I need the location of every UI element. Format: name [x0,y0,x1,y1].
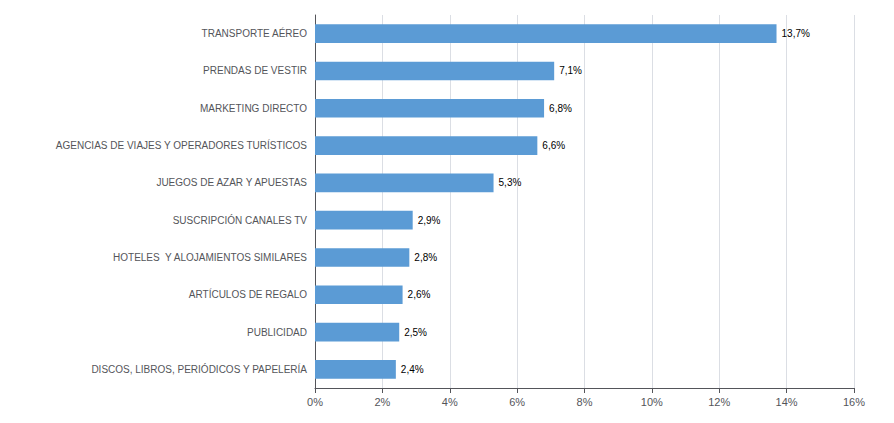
svg-text:JUEGOS DE AZAR Y APUESTAS: JUEGOS DE AZAR Y APUESTAS [156,177,307,188]
svg-text:ARTÍCULOS DE REGALO: ARTÍCULOS DE REGALO [189,288,307,300]
svg-text:6,8%: 6,8% [549,103,572,114]
svg-text:2,4%: 2,4% [401,364,424,375]
svg-text:10%: 10% [641,396,663,408]
svg-text:2%: 2% [374,396,390,408]
svg-text:2,5%: 2,5% [404,327,427,338]
svg-text:2,9%: 2,9% [418,215,441,226]
svg-text:13,7%: 13,7% [782,28,810,39]
svg-text:TRANSPORTE AÉREO: TRANSPORTE AÉREO [202,27,308,39]
svg-text:16%: 16% [843,396,865,408]
svg-text:8%: 8% [577,396,593,408]
svg-text:14%: 14% [776,396,798,408]
svg-text:2,8%: 2,8% [414,252,437,263]
svg-text:MARKETING DIRECTO: MARKETING DIRECTO [200,103,307,114]
svg-text:DISCOS, LIBROS, PERIÓDICOS Y P: DISCOS, LIBROS, PERIÓDICOS Y PAPELERÍA [91,363,307,375]
svg-text:SUSCRIPCIÓN CANALES TV: SUSCRIPCIÓN CANALES TV [173,214,308,226]
svg-text:12%: 12% [708,396,730,408]
svg-text:0%: 0% [307,396,323,408]
svg-text:6,6%: 6,6% [542,140,565,151]
svg-text:2,6%: 2,6% [408,289,431,300]
svg-text:PRENDAS DE VESTIR: PRENDAS DE VESTIR [203,65,307,76]
svg-text:4%: 4% [442,396,458,408]
svg-text:AGENCIAS DE VIAJES Y OPERADORE: AGENCIAS DE VIAJES Y OPERADORES TURÍSTIC… [56,139,308,151]
svg-text:7,1%: 7,1% [559,65,582,76]
svg-text:5,3%: 5,3% [499,177,522,188]
svg-text:6%: 6% [509,396,525,408]
svg-text:HOTELES Y ALOJAMIENTOS SIMILA: HOTELES Y ALOJAMIENTOS SIMILARES [113,252,307,263]
svg-text:PUBLICIDAD: PUBLICIDAD [247,327,307,338]
